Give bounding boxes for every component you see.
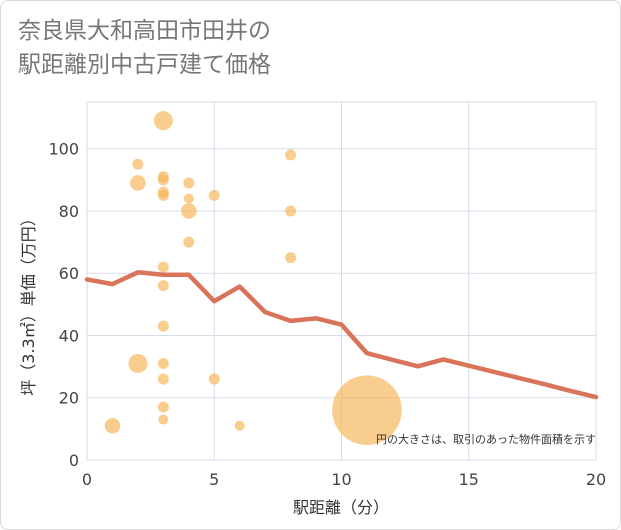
- scatter-point: [130, 175, 146, 191]
- y-axis-label: 坪（3.3㎡）単価（万円）: [19, 210, 38, 395]
- scatter-point: [157, 189, 169, 201]
- scatter-point: [104, 417, 121, 434]
- y-tick-label: 60: [59, 264, 79, 283]
- y-tick-label: 20: [59, 389, 79, 408]
- scatter-point: [153, 111, 173, 131]
- scatter-point: [234, 420, 245, 431]
- scatter-point: [157, 174, 169, 186]
- scatter-point: [183, 193, 194, 204]
- x-tick-label: 0: [82, 470, 92, 489]
- chart-title: 奈良県大和高田市田井の 駅距離別中古戸建て価格: [18, 14, 271, 82]
- scatter-point: [157, 261, 169, 273]
- chart-title-line-1: 奈良県大和高田市田井の: [18, 18, 271, 44]
- scatter-point: [208, 373, 220, 385]
- scatter-point: [183, 236, 195, 248]
- scatter-point: [132, 158, 144, 170]
- scatter-point: [285, 149, 297, 161]
- x-tick-label: 15: [459, 470, 479, 489]
- scatter-point: [183, 177, 195, 189]
- scatter-point: [157, 280, 169, 292]
- y-tick-label: 100: [48, 140, 79, 159]
- x-tick-label: 10: [331, 470, 351, 489]
- scatter-point: [128, 353, 148, 374]
- average-price-line: [84, 270, 599, 400]
- scatter-point: [285, 205, 297, 217]
- y-tick-label: 0: [69, 451, 79, 470]
- scatter-point: [181, 203, 197, 219]
- y-tick-label: 40: [59, 326, 79, 345]
- scatter-point: [157, 357, 169, 369]
- x-axis-label: 駅距離（分）: [293, 498, 389, 517]
- scatter-point: [157, 320, 169, 332]
- scatter-point: [157, 373, 169, 385]
- scatter-point: [158, 414, 169, 425]
- x-tick-label: 5: [209, 470, 219, 489]
- scatter-point: [285, 252, 297, 264]
- chart-title-line-2: 駅距離別中古戸建て価格: [18, 52, 271, 78]
- chart-note: 円の大きさは、取引のあった物件面積を示す: [376, 432, 596, 446]
- scatter-point: [208, 189, 220, 201]
- y-tick-label: 80: [59, 202, 79, 221]
- x-tick-label: 20: [586, 470, 606, 489]
- scatter-point: [157, 401, 169, 413]
- scatter-point: [332, 375, 402, 445]
